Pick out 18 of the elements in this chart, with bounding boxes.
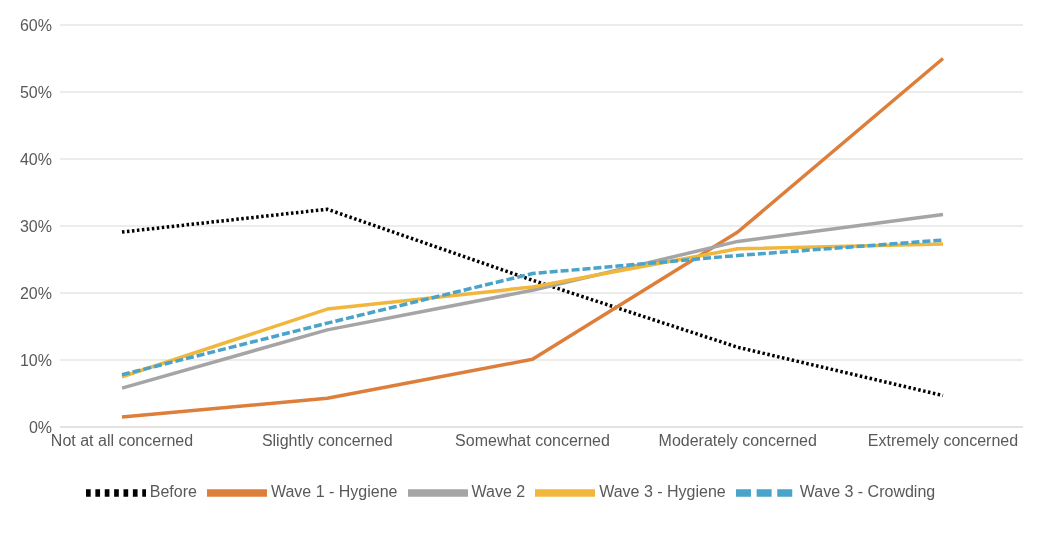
y-tick-label: 0% bbox=[28, 418, 52, 436]
y-tick-label: 60% bbox=[19, 16, 52, 34]
legend-label: Before bbox=[149, 483, 197, 501]
y-tick-label: 20% bbox=[19, 284, 52, 302]
y-tick-label: 50% bbox=[19, 83, 52, 101]
y-tick-label: 40% bbox=[19, 150, 52, 168]
x-tick-label: Extremely concerned bbox=[867, 432, 1019, 450]
line-series bbox=[120, 56, 945, 419]
legend-label: Wave 3 - Hygiene bbox=[599, 483, 726, 501]
x-tick-label: Somewhat concerned bbox=[455, 432, 610, 450]
x-tick-label: Not at all concerned bbox=[50, 432, 194, 450]
y-tick-label: 30% bbox=[19, 217, 52, 235]
x-tick-label: Slightly concerned bbox=[261, 432, 393, 450]
x-tick-label: Moderately concerned bbox=[658, 432, 817, 450]
legend-label: Wave 3 - Crowding bbox=[799, 483, 936, 501]
y-tick-label: 10% bbox=[19, 351, 52, 369]
legend-label: Wave 2 bbox=[471, 483, 526, 501]
legend-label: Wave 1 - Hygiene bbox=[270, 483, 398, 501]
